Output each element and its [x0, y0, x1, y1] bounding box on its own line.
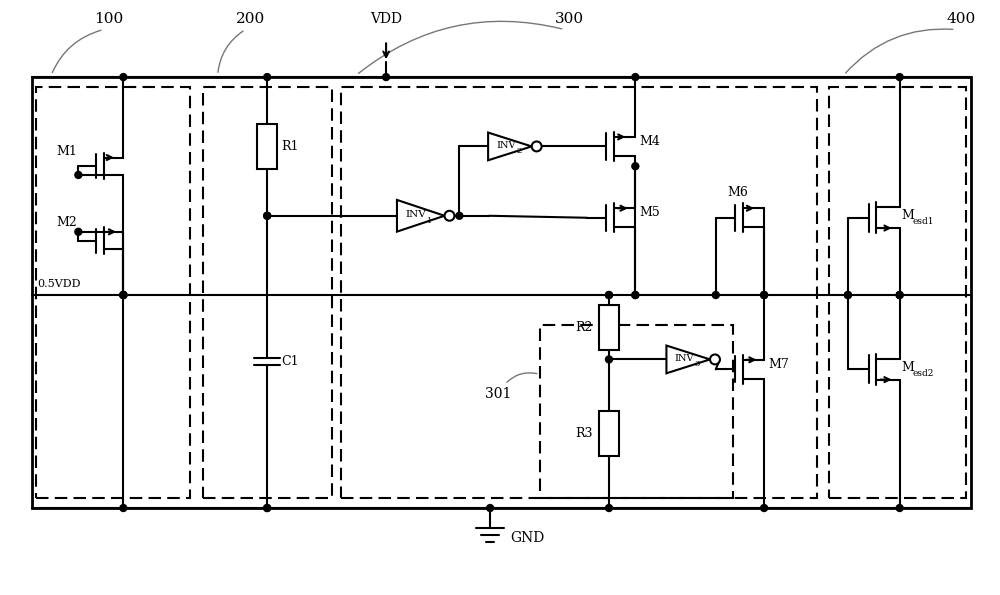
Text: 1: 1 — [427, 217, 432, 225]
Circle shape — [896, 505, 903, 512]
Circle shape — [120, 292, 127, 299]
Circle shape — [120, 505, 127, 512]
Text: VDD: VDD — [370, 11, 402, 26]
Text: GND: GND — [510, 531, 544, 545]
Bar — [32, 77, 971, 508]
Text: INV: INV — [675, 354, 694, 363]
Circle shape — [632, 163, 639, 170]
Text: C1: C1 — [281, 355, 299, 368]
Circle shape — [606, 292, 612, 299]
Circle shape — [606, 292, 612, 299]
Circle shape — [532, 142, 542, 151]
Text: 301: 301 — [485, 387, 511, 401]
Circle shape — [896, 74, 903, 80]
Text: M1: M1 — [56, 145, 77, 158]
Text: M5: M5 — [639, 206, 660, 220]
Text: esd1: esd1 — [913, 217, 934, 226]
Text: INV: INV — [405, 210, 426, 220]
Bar — [599, 305, 619, 349]
Circle shape — [606, 356, 612, 363]
Text: M7: M7 — [768, 358, 789, 371]
Circle shape — [896, 292, 903, 299]
Bar — [829, 87, 966, 498]
Circle shape — [445, 211, 454, 221]
Circle shape — [632, 292, 639, 299]
Bar — [257, 124, 277, 169]
Circle shape — [632, 292, 639, 299]
Circle shape — [383, 74, 390, 80]
Text: INV: INV — [496, 141, 516, 150]
Circle shape — [456, 212, 463, 219]
Text: 300: 300 — [555, 11, 584, 26]
Circle shape — [844, 292, 851, 299]
Circle shape — [632, 74, 639, 80]
Text: M4: M4 — [639, 135, 660, 148]
Circle shape — [264, 212, 271, 219]
Circle shape — [120, 292, 127, 299]
Bar — [540, 325, 733, 498]
Text: 0.5VDD: 0.5VDD — [37, 279, 81, 289]
Polygon shape — [397, 200, 445, 231]
Text: 2: 2 — [516, 148, 521, 155]
Bar — [599, 411, 619, 456]
Circle shape — [712, 292, 719, 299]
Circle shape — [606, 505, 612, 512]
Circle shape — [487, 505, 494, 512]
Text: 200: 200 — [236, 11, 265, 26]
Text: M2: M2 — [56, 216, 77, 229]
Circle shape — [761, 292, 768, 299]
Circle shape — [120, 292, 127, 299]
Polygon shape — [666, 346, 710, 373]
Circle shape — [75, 228, 82, 235]
Text: R2: R2 — [576, 321, 593, 334]
Circle shape — [120, 292, 127, 299]
Text: R1: R1 — [281, 140, 299, 153]
Text: R3: R3 — [576, 427, 593, 440]
Circle shape — [75, 171, 82, 178]
Text: 100: 100 — [94, 11, 123, 26]
Circle shape — [844, 292, 851, 299]
Bar — [203, 87, 332, 498]
Bar — [341, 87, 817, 498]
Circle shape — [264, 74, 271, 80]
Text: M: M — [902, 209, 914, 223]
Circle shape — [710, 355, 720, 364]
Polygon shape — [488, 133, 532, 160]
Text: esd2: esd2 — [913, 369, 934, 378]
Text: 400: 400 — [946, 11, 975, 26]
Circle shape — [761, 292, 768, 299]
Bar — [36, 87, 190, 498]
Circle shape — [264, 212, 271, 219]
Circle shape — [264, 505, 271, 512]
Circle shape — [264, 505, 271, 512]
Circle shape — [761, 505, 768, 512]
Circle shape — [120, 74, 127, 80]
Text: 3: 3 — [694, 361, 700, 368]
Circle shape — [896, 292, 903, 299]
Text: M6: M6 — [727, 186, 748, 199]
Text: M: M — [902, 361, 914, 374]
